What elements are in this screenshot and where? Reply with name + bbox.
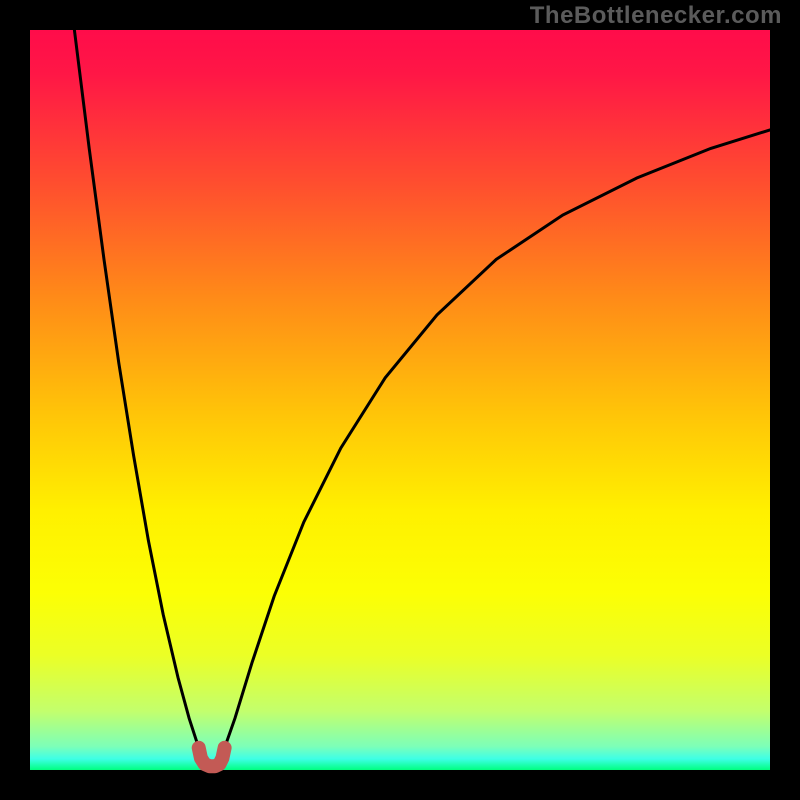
plot-svg bbox=[0, 0, 800, 800]
watermark-text: TheBottlenecker.com bbox=[530, 2, 782, 30]
marker-u-shape bbox=[199, 748, 225, 767]
curve-left-branch bbox=[74, 30, 198, 748]
curve-right-branch bbox=[225, 130, 770, 748]
